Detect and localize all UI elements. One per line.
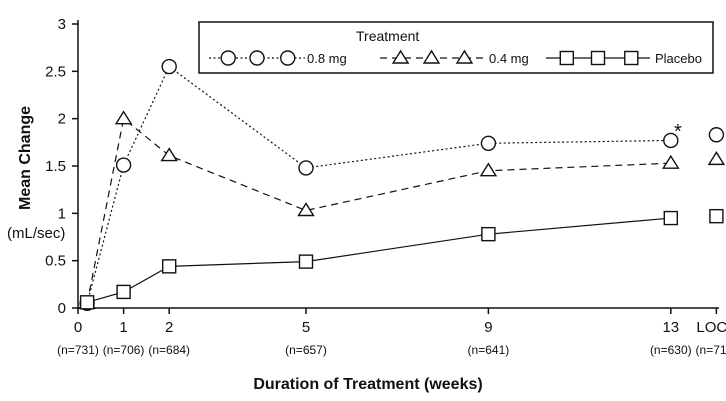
data-point-placebo-1 (116, 284, 131, 300)
data-point-0-8-mg-3 (298, 160, 314, 176)
x-tick-sample-size: (n=630) (650, 343, 692, 357)
x-tick-sample-size: (n=731) (57, 343, 99, 357)
x-tick-label: 0 (74, 319, 82, 336)
data-point-placebo-0 (79, 295, 95, 310)
significance-annotation: * (674, 121, 682, 143)
data-point-0-8-mg-2 (161, 58, 177, 75)
legend-marker-0-4-mg (391, 49, 410, 64)
y-tick-label: 1 (58, 205, 66, 222)
y-tick-label: 2.5 (45, 63, 66, 80)
data-point-0-8-mg-1 (115, 157, 132, 173)
legend-marker-0-8-mg (220, 50, 236, 66)
y-tick-label: 3 (58, 16, 66, 33)
x-tick-sample-size: (n=641) (468, 343, 510, 357)
legend-marker-0-8-mg (280, 50, 296, 66)
data-point-0-8-mg-4 (480, 135, 497, 151)
legend-marker-0-8-mg (249, 50, 265, 66)
series-line-0-8-mg (86, 65, 671, 304)
data-point-placebo-5 (663, 210, 678, 226)
data-point-placebo-4 (481, 226, 496, 242)
x-tick-label: 5 (302, 319, 310, 336)
legend-marker-placebo (624, 50, 639, 66)
data-point-placebo-2 (161, 259, 177, 274)
y-tick-label: 0.5 (45, 253, 66, 270)
x-tick-label: 2 (165, 319, 173, 336)
x-tick-sample-size: (n=706) (103, 343, 145, 357)
data-point-0-8-mg-5 (663, 132, 679, 149)
plot-area: 0 0.5 1 1.5 2 2.5 3 0 (n=731) 1 (n=706) 2 (n=684) 5 (n… (45, 16, 726, 357)
data-point-0-4-mg-3 (297, 202, 315, 217)
legend-label-placebo: Placebo (655, 51, 702, 66)
data-point-0-4-mg-1 (114, 110, 133, 125)
legend-marker-placebo (590, 50, 606, 66)
data-point-placebo-3 (298, 254, 314, 269)
x-tick-sample-size: (n=684) (148, 343, 190, 357)
legend: Treatment 0.8 mg 0.4 mg Placebo (198, 21, 714, 74)
data-point-0-4-mg-6 (707, 151, 726, 166)
legend-marker-0-4-mg (422, 49, 441, 64)
data-point-0-4-mg-2 (160, 147, 178, 162)
legend-label-0-4-mg: 0.4 mg (489, 51, 529, 66)
y-tick-label: 0 (58, 300, 66, 317)
series-line-0-4-mg (86, 117, 671, 304)
x-tick-label: 9 (484, 319, 492, 336)
x-tick-label: 1 (119, 319, 127, 336)
legend-label-0-8-mg: 0.8 mg (307, 51, 347, 66)
legend-marker-0-4-mg (455, 49, 474, 64)
x-tick-label: LOCF (696, 319, 726, 336)
data-point-0-4-mg-5 (662, 154, 680, 169)
legend-box (198, 21, 714, 74)
x-tick-sample-size: (n=657) (285, 343, 327, 357)
x-axis-title: Duration of Treatment (weeks) (253, 376, 482, 393)
x-tick-label: 13 (662, 319, 679, 336)
y-tick-label: 2 (58, 111, 66, 128)
legend-marker-placebo (559, 50, 574, 66)
legend-title: Treatment (356, 28, 419, 44)
y-axis-units: (mL/sec) (7, 225, 65, 242)
data-point-0-4-mg-4 (479, 162, 498, 177)
x-tick-sample-size: (n=716) (696, 343, 726, 357)
y-axis-title: Mean Change (17, 106, 34, 210)
data-point-placebo-6 (709, 208, 724, 224)
data-point-0-8-mg-6 (708, 127, 725, 143)
y-tick-label: 1.5 (45, 158, 66, 175)
